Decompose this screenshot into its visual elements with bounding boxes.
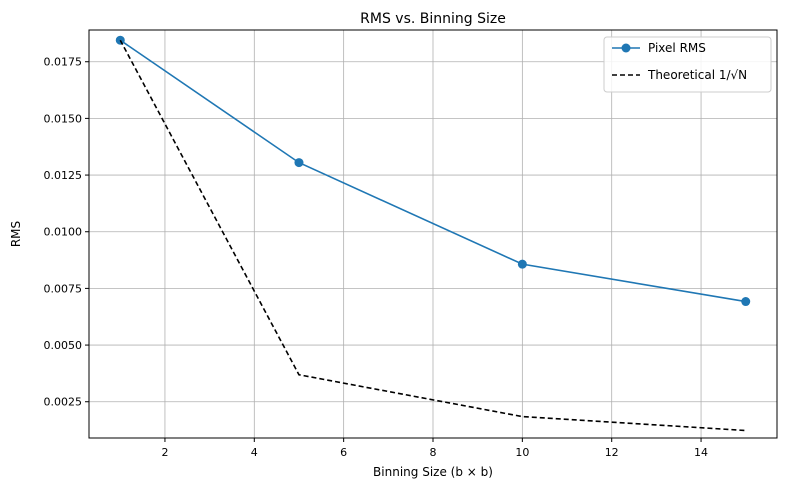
legend: Pixel RMS Theoretical 1/√N — [603, 36, 772, 93]
y-tick-label: 0.0025 — [44, 396, 83, 409]
y-tick-label: 0.0150 — [44, 112, 83, 125]
y-tick-label: 0.0175 — [44, 56, 83, 69]
y-tick-label: 0.0125 — [44, 169, 83, 182]
x-tick-label: 8 — [430, 446, 437, 459]
x-tick-label: 2 — [161, 446, 168, 459]
y-tick-label: 0.0050 — [44, 339, 83, 352]
series-layer — [115, 35, 751, 432]
data-point — [741, 297, 751, 307]
legend-marker-pixel-rms — [621, 43, 631, 53]
x-tick-label: 12 — [605, 446, 619, 459]
y-tick-label: 0.0075 — [44, 282, 83, 295]
y-tick-label: 0.0100 — [44, 226, 83, 239]
x-ticks: 2 4 6 8 10 12 14 — [161, 438, 708, 459]
y-ticks: 0.0025 0.0050 0.0075 0.0100 0.0125 0.0150 0.01… — [44, 56, 89, 409]
legend-label-pixel-rms: Pixel RMS — [648, 41, 706, 55]
data-point — [517, 259, 527, 269]
data-point — [294, 158, 304, 168]
x-tick-label: 6 — [340, 446, 347, 459]
grid — [89, 30, 777, 438]
legend-box — [603, 36, 772, 93]
x-tick-label: 10 — [515, 446, 529, 459]
legend-label-theoretical: Theoretical 1/√N — [647, 68, 747, 82]
series-line-0 — [119, 39, 746, 303]
x-tick-label: 4 — [251, 446, 258, 459]
y-axis-label: RMS — [9, 221, 23, 247]
series-line-1 — [119, 39, 746, 432]
chart-title: RMS vs. Binning Size — [360, 11, 506, 27]
x-axis-label: Binning Size (b × b) — [373, 465, 493, 479]
x-tick-label: 14 — [694, 446, 708, 459]
